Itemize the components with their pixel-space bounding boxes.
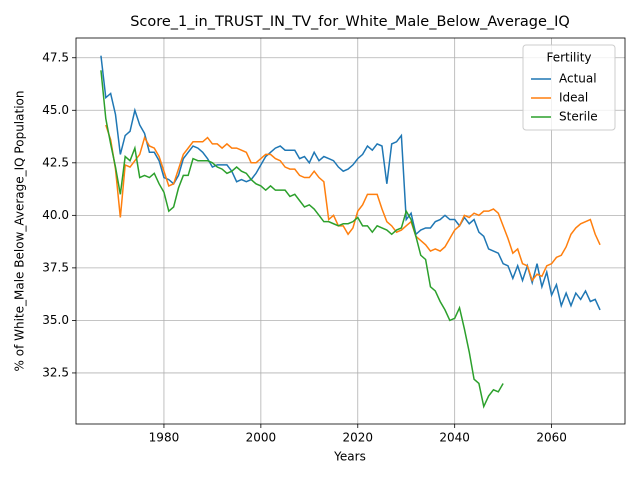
x-axis-label: Years xyxy=(333,450,366,464)
series-line xyxy=(105,124,601,283)
legend-title: Fertility xyxy=(546,51,591,65)
y-tick-label: 32.5 xyxy=(42,365,69,379)
y-tick-label: 40.0 xyxy=(42,208,69,222)
y-tick-label: 47.5 xyxy=(42,50,69,64)
series-line xyxy=(100,55,601,311)
x-tick-label: 2040 xyxy=(439,431,470,445)
legend-label: Ideal xyxy=(559,91,588,105)
y-tick-label: 45.0 xyxy=(42,103,69,117)
plot-frame xyxy=(75,37,626,425)
y-tick-label: 35.0 xyxy=(42,313,69,327)
chart-title: Score_1_in_TRUST_IN_TV_for_White_Male_Be… xyxy=(130,14,570,30)
legend-label: Sterile xyxy=(559,110,598,124)
series-line xyxy=(100,70,504,409)
x-tick-label: 2060 xyxy=(536,431,567,445)
y-tick-label: 42.5 xyxy=(42,155,69,169)
legend-label: Actual xyxy=(559,72,597,86)
legend-box xyxy=(522,44,616,131)
x-tick-label: 1980 xyxy=(149,431,180,445)
x-tick-label: 2000 xyxy=(246,431,277,445)
x-tick-label: 2020 xyxy=(342,431,373,445)
y-axis-label: % of White_Male Below_Average_IQ Populat… xyxy=(13,91,27,372)
y-tick-label: 37.5 xyxy=(42,260,69,274)
